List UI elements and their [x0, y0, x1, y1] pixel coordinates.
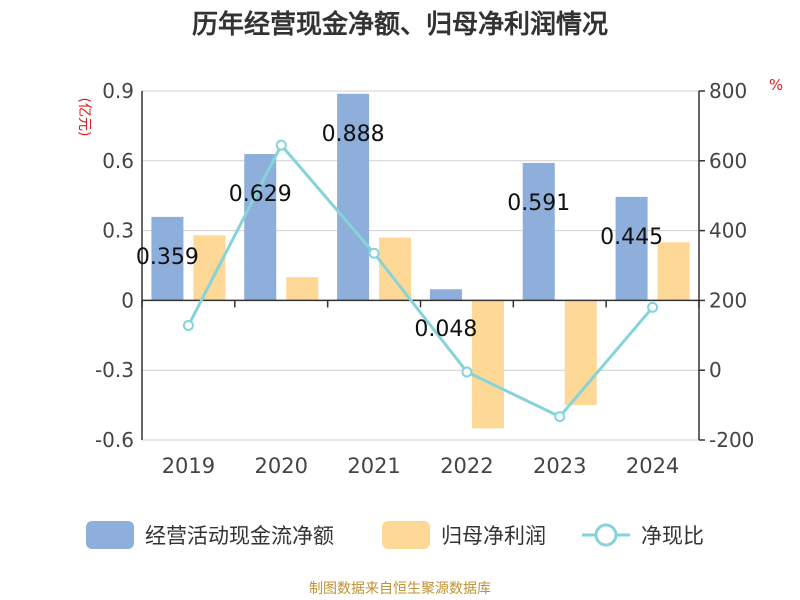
ratio-point [647, 301, 659, 313]
data-label-operating-cash: 0.591 [507, 191, 570, 216]
right-tick-label: 200 [709, 288, 747, 312]
left-tick-label: -0.6 [95, 428, 134, 452]
right-tick-label: -200 [709, 428, 754, 452]
left-tick-label: 0.3 [102, 219, 134, 243]
bar-net-profit [657, 242, 690, 301]
data-label-operating-cash: 0.359 [136, 245, 199, 270]
data-labels: 0.359 0.629 0.888 0.048 0.591 0.445 [136, 122, 663, 342]
right-tick-label: 800 [709, 79, 747, 103]
legend-item-net-profit[interactable]: 归母净利润 [382, 521, 546, 549]
x-tick-label: 2021 [347, 454, 400, 478]
bar-net-profit [564, 300, 597, 406]
left-tick-label: 0.6 [102, 149, 134, 173]
bar-series [151, 93, 690, 429]
x-tick-label: 2020 [255, 454, 308, 478]
bar-net-profit [286, 277, 319, 301]
bar-operating-cash [244, 154, 277, 301]
data-label-operating-cash: 0.888 [322, 122, 385, 147]
right-axis-unit: % [769, 76, 783, 94]
left-axis-ticks: 0.9 0.6 0.3 0 -0.3 -0.6 [95, 79, 134, 452]
axes [141, 91, 700, 440]
ratio-point [182, 320, 194, 332]
ratio-line [187, 142, 654, 419]
bar-operating-cash [337, 93, 370, 301]
x-tick-label: 2019 [162, 454, 215, 478]
ratio-point [554, 411, 566, 423]
x-tick-label: 2024 [626, 454, 679, 478]
legend-item-operating-cash[interactable]: 经营活动现金流净额 [86, 521, 334, 549]
legend-label-operating-cash: 经营活动现金流净额 [145, 524, 334, 548]
source-note: 制图数据来自恒生聚源数据库 [309, 581, 491, 597]
right-tick-label: 0 [709, 358, 722, 382]
legend-label-ratio: 净现比 [641, 524, 704, 548]
legend: 经营活动现金流净额 归母净利润 净现比 [86, 521, 704, 549]
left-tick-label: 0.9 [102, 79, 134, 103]
grid-lines [142, 90, 699, 441]
data-label-operating-cash: 0.629 [229, 182, 292, 207]
bar-operating-cash [151, 216, 184, 301]
right-axis-ticks: 800 600 400 200 0 -200 [699, 79, 754, 452]
data-label-operating-cash: 0.048 [414, 317, 477, 342]
left-tick-label: -0.3 [95, 358, 134, 382]
right-tick-label: 600 [709, 149, 747, 173]
ratio-point [368, 247, 380, 259]
data-label-operating-cash: 0.445 [600, 225, 663, 250]
legend-swatch-net-profit [382, 521, 430, 549]
bar-net-profit [379, 237, 412, 301]
ratio-point [461, 366, 473, 378]
bar-net-profit [193, 235, 226, 301]
left-axis-unit: (亿元) [76, 98, 92, 137]
bar-operating-cash [615, 196, 648, 301]
x-tick-label: 2022 [440, 454, 493, 478]
chart-title: 历年经营现金净额、归母净利润情况 [192, 9, 608, 40]
x-axis-ticks: 2019 2020 2021 2022 2023 2024 [162, 454, 680, 478]
ratio-point [275, 139, 287, 151]
bar-net-profit [471, 300, 504, 429]
right-tick-label: 400 [709, 219, 747, 243]
left-tick-label: 0 [121, 288, 134, 312]
ratio-line-series [182, 139, 659, 423]
bar-operating-cash [522, 162, 555, 301]
x-tick-label: 2023 [533, 454, 586, 478]
legend-label-net-profit: 归母净利润 [441, 524, 546, 548]
legend-item-ratio[interactable]: 净现比 [582, 523, 704, 548]
legend-marker-ratio [594, 523, 618, 547]
legend-swatch-operating-cash [86, 521, 134, 549]
bar-operating-cash [429, 289, 462, 301]
